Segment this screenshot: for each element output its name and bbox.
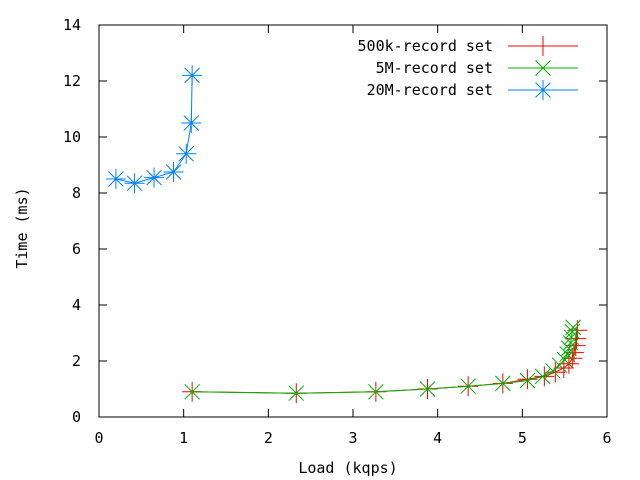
y-tick-label: 14	[63, 16, 81, 34]
y-tick-label: 12	[63, 72, 81, 90]
legend-label: 5M-record set	[376, 59, 493, 77]
legend-marker	[533, 80, 553, 100]
data-point	[534, 368, 551, 385]
y-tick-label: 10	[63, 128, 81, 146]
data-point	[545, 362, 566, 383]
data-point	[124, 173, 145, 194]
x-tick-label: 6	[602, 429, 611, 447]
data-point	[563, 329, 580, 346]
series-line	[192, 327, 574, 394]
y-tick-label: 2	[72, 352, 81, 370]
legend-marker	[533, 36, 553, 56]
y-axis-label: Time (ms)	[13, 187, 31, 268]
data-point	[564, 323, 581, 340]
data-point	[288, 385, 305, 402]
x-tick-label: 2	[264, 429, 273, 447]
data-point	[182, 65, 203, 86]
x-tick-label: 0	[94, 429, 103, 447]
y-tick-label: 4	[72, 296, 81, 314]
data-point	[368, 383, 384, 400]
data-point	[176, 143, 197, 164]
legend-marker	[535, 60, 551, 76]
x-tick-label: 5	[518, 429, 527, 447]
data-point	[495, 375, 511, 392]
y-tick-label: 8	[72, 184, 81, 202]
legend-label: 500k-record set	[358, 37, 493, 55]
series-line	[115, 75, 193, 184]
data-point	[556, 351, 573, 368]
data-point	[565, 319, 581, 336]
series-1	[184, 319, 581, 402]
plot-frame	[98, 24, 608, 418]
x-tick-label: 3	[348, 429, 357, 447]
y-tick-label: 0	[72, 408, 81, 426]
y-tick-label: 6	[72, 240, 81, 258]
data-point	[561, 340, 577, 357]
data-point	[519, 372, 536, 389]
data-point	[105, 169, 126, 189]
data-point	[534, 366, 555, 387]
legend-label: 20M-record set	[367, 81, 493, 99]
data-point	[163, 162, 184, 182]
x-tick-label: 1	[179, 429, 188, 447]
x-tick-label: 4	[433, 429, 442, 447]
x-axis-label: Load (kqps)	[298, 459, 397, 477]
legend: 500k-record set 5M-record set 20M-record s…	[358, 36, 578, 100]
data-point	[181, 113, 202, 133]
data-point	[517, 369, 538, 390]
series-2	[105, 65, 203, 194]
data-point	[184, 383, 200, 400]
series-line	[192, 330, 578, 394]
data-point	[419, 381, 436, 397]
series-layer	[105, 65, 588, 404]
data-point	[460, 378, 477, 395]
data-point	[144, 167, 165, 188]
series-0	[182, 320, 588, 404]
data-point	[559, 346, 576, 362]
